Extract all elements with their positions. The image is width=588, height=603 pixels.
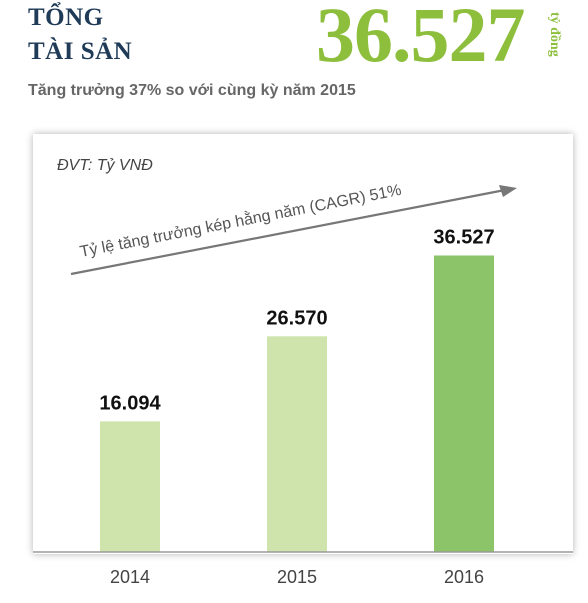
bar-2015	[267, 336, 327, 552]
cagr-arrow-line	[70, 188, 506, 276]
tick-label-2015: 2015	[277, 567, 317, 587]
bar-2016	[434, 255, 494, 553]
total-assets-value: 36.527	[316, 0, 525, 78]
tick-label-2016: 2016	[444, 567, 484, 587]
cagr-annotation: Tỷ lệ tăng trưởng kép hằng năm (CAGR) 51…	[78, 180, 403, 261]
total-assets-unit: tỷ đồng	[547, 12, 562, 57]
tick-label-2014: 2014	[110, 567, 150, 587]
value-label-2016: 36.527	[433, 226, 494, 248]
bar-2014	[100, 421, 160, 552]
bar-chart: ĐVT: Tỷ VNĐ Tỷ lệ tăng trưởng kép hằng nă…	[33, 157, 573, 587]
value-label-2015: 26.570	[266, 307, 327, 329]
unit-label: ĐVT: Tỷ VNĐ	[57, 157, 153, 174]
growth-subtitle: Tăng trưởng 37% so với cùng kỳ năm 2015	[28, 82, 356, 99]
value-label-2014: 16.094	[99, 392, 161, 414]
cagr-arrow-head	[499, 185, 517, 197]
title-line-2: TÀI SẢN	[28, 38, 133, 65]
title-line-1: TỔNG	[28, 4, 104, 31]
chart-panel: ĐVT: Tỷ VNĐ Tỷ lệ tăng trưởng kép hằng nă…	[33, 134, 573, 587]
